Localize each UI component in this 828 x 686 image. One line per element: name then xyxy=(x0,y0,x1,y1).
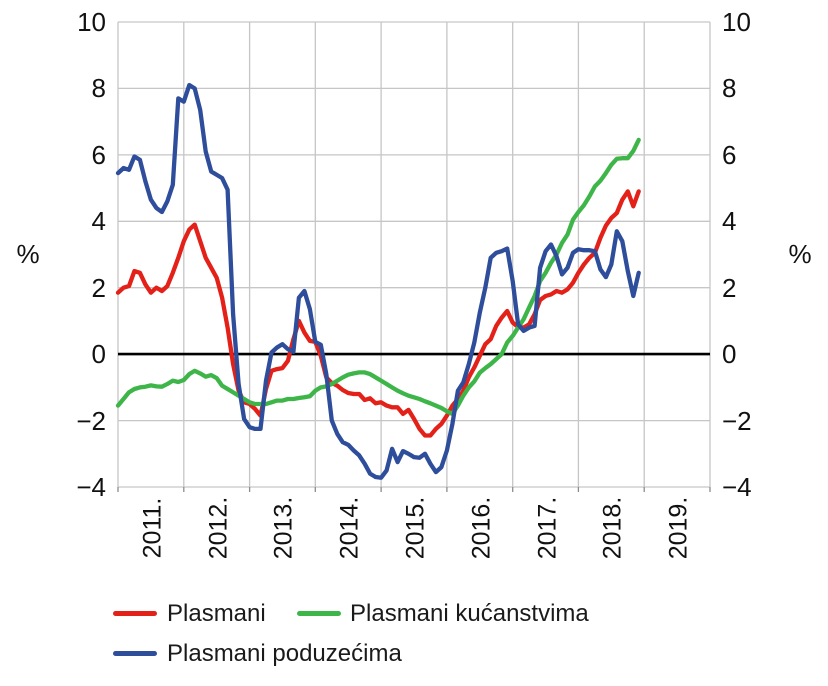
x-tick-label-2013: 2013. xyxy=(269,496,298,560)
legend-swatch-plasmani xyxy=(113,611,157,616)
legend-swatch-kucanstvima xyxy=(297,611,341,616)
y-tick-label-left-4: 4 xyxy=(91,206,106,236)
y-tick-label-left-−4: −4 xyxy=(76,472,106,502)
y-tick-label-right-10: 10 xyxy=(722,7,751,37)
x-tick-label-2017: 2017. xyxy=(533,496,562,560)
series-line-1 xyxy=(115,137,641,417)
y-axis-unit-label-right: % xyxy=(788,239,812,269)
y-tick-label-left-0: 0 xyxy=(91,339,106,369)
y-axis-unit-label-left: % xyxy=(16,239,40,269)
y-tick-label-right-4: 4 xyxy=(722,206,737,236)
x-tick-label-2018: 2018. xyxy=(598,496,627,560)
y-tick-label-left-8: 8 xyxy=(91,73,106,103)
x-tick-label-2015: 2015. xyxy=(401,496,430,560)
x-tick-label-2019: 2019. xyxy=(664,496,693,560)
legend-label-plasmani: Plasmani xyxy=(167,600,266,627)
y-tick-label-right-8: 8 xyxy=(722,73,737,103)
x-tick-label-2012: 2012. xyxy=(204,496,233,560)
legend-label-kucanstvima: Plasmani kućanstvima xyxy=(350,600,589,627)
series-line-0 xyxy=(115,189,641,438)
series-line-2 xyxy=(115,82,641,480)
y-tick-label-left-2: 2 xyxy=(91,273,106,303)
y-tick-label-right-2: 2 xyxy=(722,273,737,303)
y-tick-label-left-−2: −2 xyxy=(76,406,106,436)
y-tick-label-left-6: 6 xyxy=(91,140,106,170)
x-tick-label-2011: 2011. xyxy=(138,497,167,559)
y-tick-label-right-6: 6 xyxy=(722,140,737,170)
y-tick-label-right-0: 0 xyxy=(722,339,737,369)
x-tick-label-2016: 2016. xyxy=(467,496,496,560)
y-tick-label-right-−2: −2 xyxy=(722,406,752,436)
y-tick-label-left-10: 10 xyxy=(77,7,106,37)
x-tick-label-2014: 2014. xyxy=(335,496,364,560)
legend-label-poduzecima: Plasmani poduzećima xyxy=(167,640,402,667)
y-tick-label-right-−4: −4 xyxy=(722,472,752,502)
legend-swatch-poduzecima xyxy=(113,651,157,656)
